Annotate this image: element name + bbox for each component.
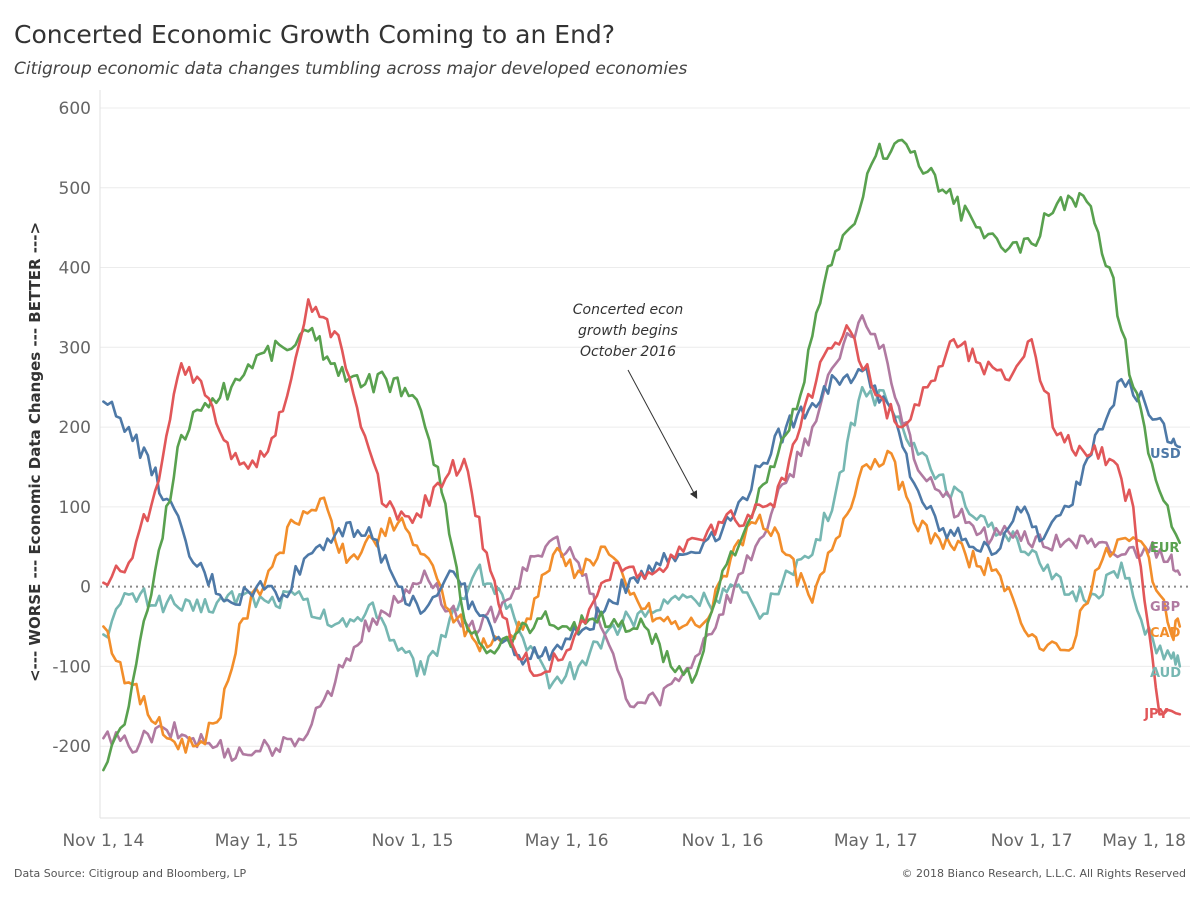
series-label-usd: USD	[1150, 447, 1181, 462]
y-axis-label: <--- WORSE --- Economic Data Changes ---…	[26, 222, 44, 682]
y-tick-label: 500	[59, 179, 91, 199]
x-tick-label: May 1, 15	[215, 831, 299, 851]
chart-subtitle: Citigroup economic data changes tumbling…	[14, 59, 688, 79]
x-tick-label: Nov 1, 17	[991, 831, 1073, 851]
series-line-cad	[102, 449, 1182, 754]
annotation-pointer	[627, 369, 698, 500]
annotation-line-1: Concerted econ	[572, 302, 684, 318]
series-line-jpy	[102, 298, 1182, 716]
data-source: Data Source: Citigroup and Bloomberg, LP	[14, 867, 247, 880]
y-tick-label: 400	[59, 259, 91, 279]
x-tick-label: Nov 1, 16	[682, 831, 764, 851]
series-label-gbp: GBP	[1150, 600, 1180, 615]
y-tick-label: 600	[59, 99, 91, 119]
series-line-eur	[102, 138, 1182, 772]
grid	[100, 107, 1190, 747]
series-label-eur: EUR	[1150, 541, 1179, 556]
y-tick-label: -100	[52, 657, 91, 677]
x-tick-label: May 1, 18	[1102, 831, 1186, 851]
x-tick-label: May 1, 17	[834, 831, 918, 851]
annotation-line-2: growth begins	[578, 323, 678, 339]
series-label-cad: CAD	[1150, 626, 1181, 641]
copyright: © 2018 Bianco Research, L.L.C. All Right…	[901, 867, 1186, 880]
x-tick-label: Nov 1, 15	[372, 831, 454, 851]
series-group	[102, 138, 1182, 772]
y-tick-label: -200	[52, 737, 91, 757]
y-tick-label: 100	[59, 498, 91, 518]
y-tick-label: 200	[59, 418, 91, 438]
x-tick-label: Nov 1, 14	[62, 831, 144, 851]
series-line-aud	[102, 385, 1182, 690]
y-tick-label: 0	[80, 578, 91, 598]
annotation-arrow	[627, 369, 698, 500]
axes: -200 -100 0 100 200 300 400 500 600 Nov 1, 14 May …	[52, 90, 1190, 851]
series-line-gbp	[102, 314, 1182, 762]
series-label-aud: AUD	[1150, 666, 1181, 681]
series-label-jpy: JPY	[1143, 707, 1168, 722]
x-tick-label: May 1, 16	[525, 831, 609, 851]
chart-title: Concerted Economic Growth Coming to an E…	[14, 20, 616, 49]
series-labels: USD EUR JPY GBP CAD AUD	[1143, 447, 1181, 722]
y-tick-label: 300	[59, 338, 91, 358]
annotation-line-3: October 2016	[579, 344, 677, 360]
annotation-text: Concerted econ growth begins October 201…	[548, 300, 708, 363]
